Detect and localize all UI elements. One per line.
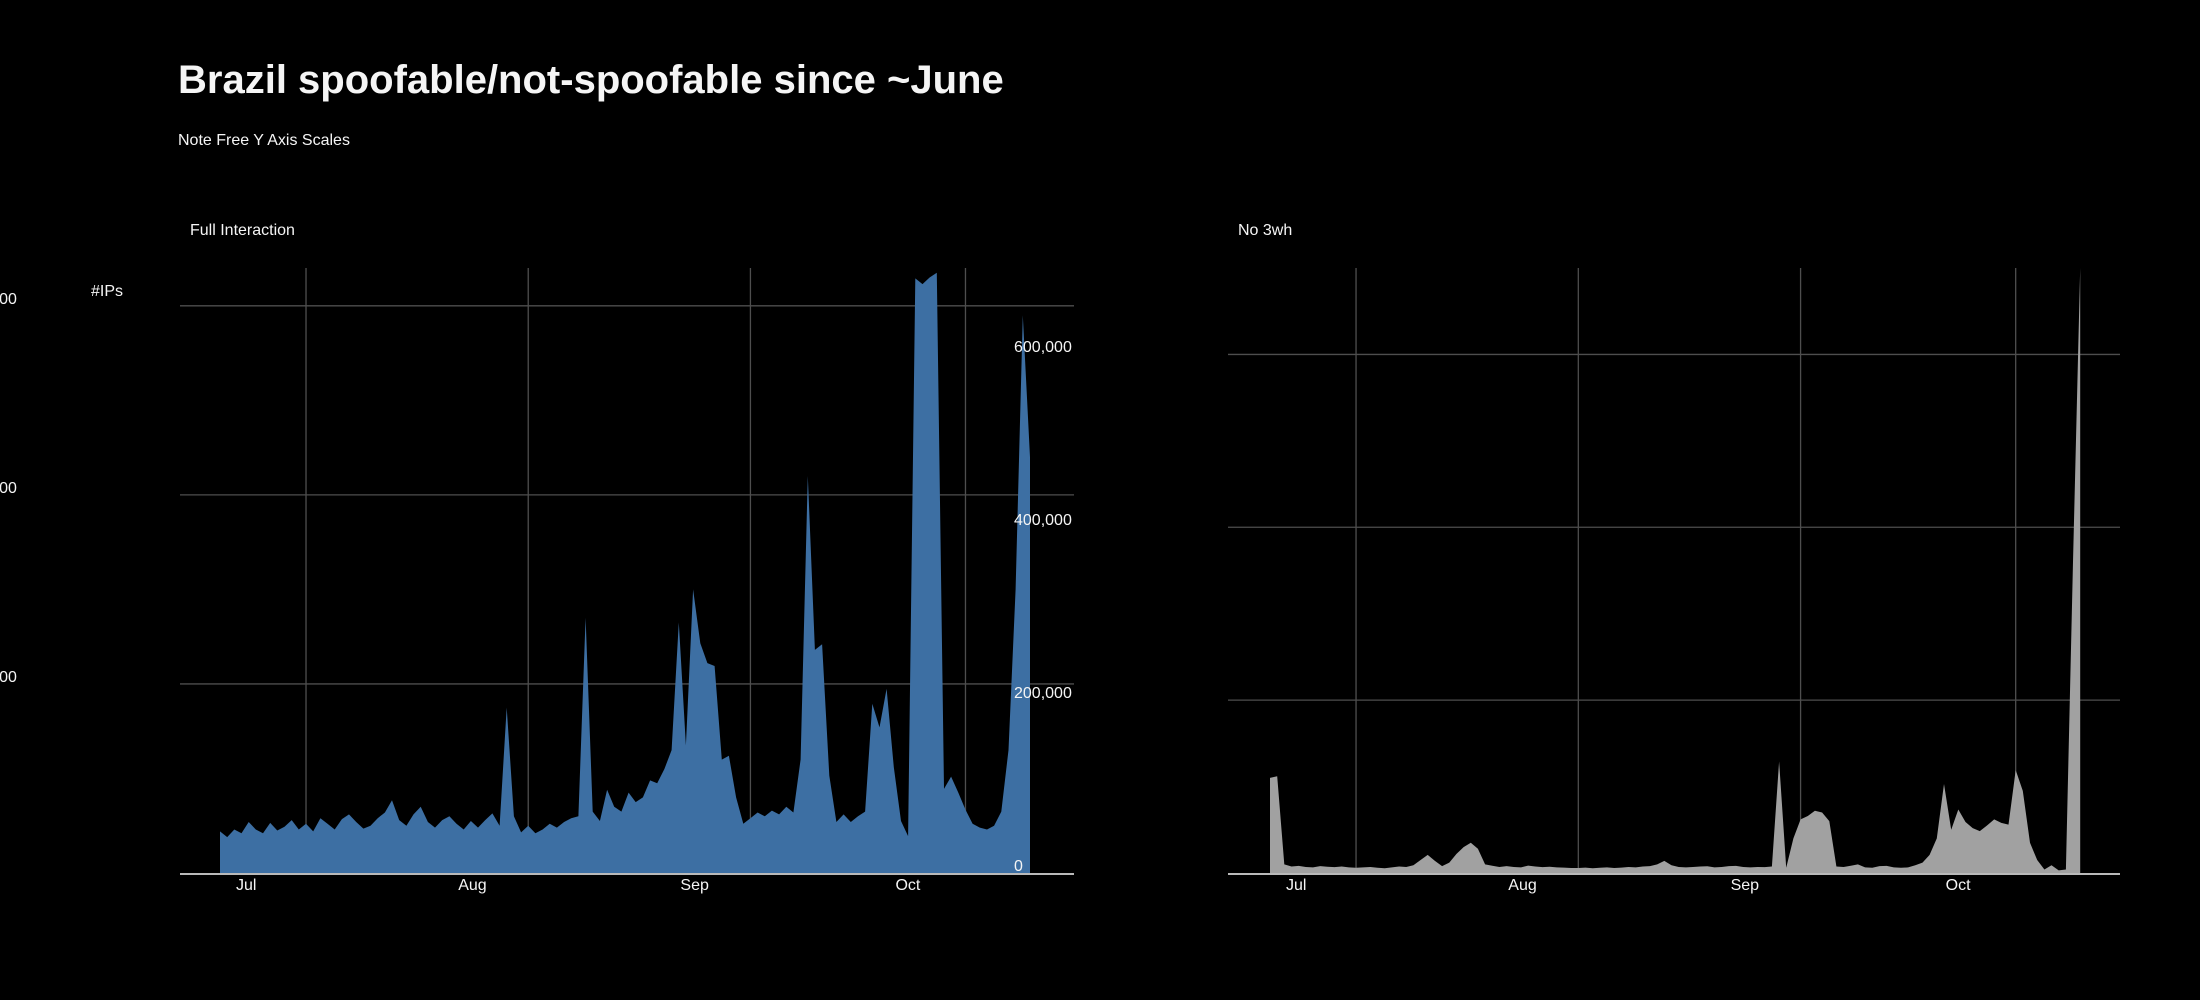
y-tick-label: 0: [1014, 858, 1023, 875]
facet-title-full-interaction: Full Interaction: [190, 222, 295, 239]
full-interaction-area: [220, 272, 1030, 873]
page-title: Brazil spoofable/not-spoofable since ~Ju…: [178, 58, 1004, 102]
x-tick-label: Jul: [236, 877, 257, 894]
x-tick-label: Jul: [1286, 877, 1307, 894]
x-tick-label: Aug: [458, 877, 487, 894]
x-tick-label: Sep: [680, 877, 709, 894]
y-axis-title: #IPs: [91, 283, 124, 300]
y-tick-label: 40,000: [0, 479, 17, 497]
x-tick-label: Oct: [1945, 877, 1971, 894]
y-tick-label: 400,000: [1014, 512, 1072, 530]
no-3wh-area: [1270, 268, 2081, 873]
x-tick-label: Sep: [1730, 877, 1760, 894]
page-subtitle: Note Free Y Axis Scales: [178, 132, 350, 149]
x-tick-label: Aug: [1508, 877, 1537, 894]
y-tick-label: 200,000: [1014, 685, 1072, 703]
x-tick-label: Oct: [895, 877, 921, 894]
y-tick-label: 60,000: [0, 290, 17, 308]
facet-title-no-3wh: No 3wh: [1238, 222, 1293, 239]
y-tick-label: 600,000: [1014, 339, 1072, 357]
y-tick-label: 20,000: [0, 668, 17, 686]
